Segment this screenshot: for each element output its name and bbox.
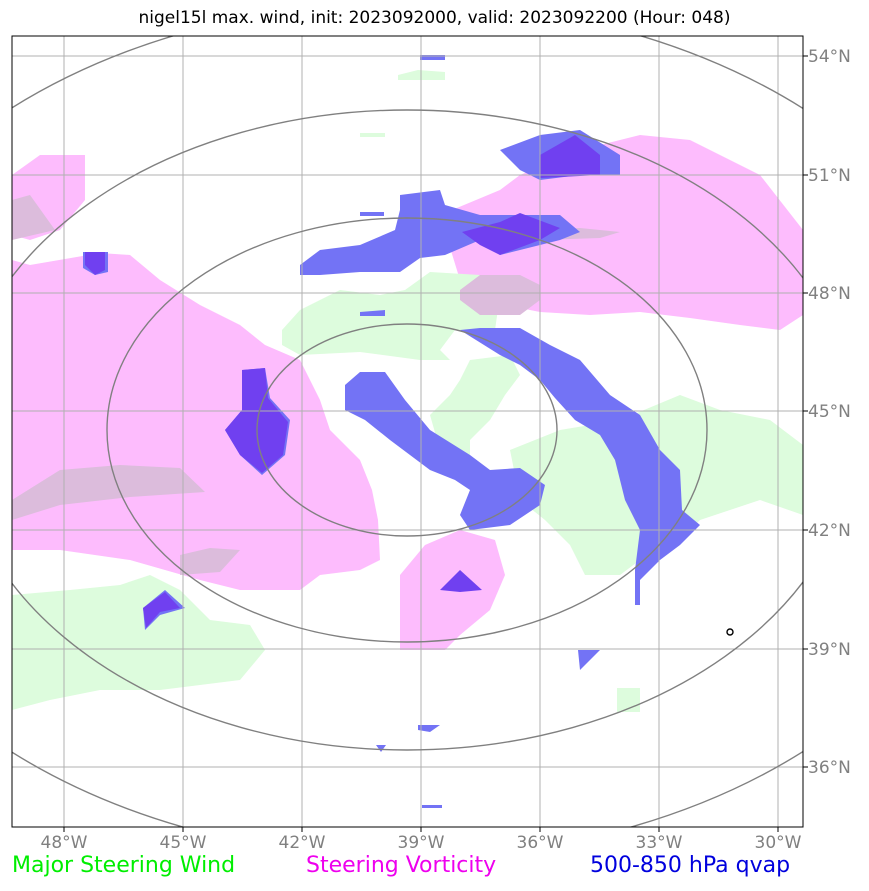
lon-label: 48°W — [41, 833, 88, 853]
qvap-dark-sw — [143, 592, 180, 628]
qvap-dark-west — [85, 252, 105, 275]
qvap-dark-south — [440, 570, 482, 592]
overlap-west-top — [12, 195, 55, 240]
legend-qvap: 500-850 hPa qvap — [590, 853, 791, 878]
lat-label: 36°N — [808, 758, 851, 778]
legend-wind: Major Steering Wind — [12, 853, 236, 878]
qvap-east-arc — [460, 328, 700, 605]
wind-center-east — [430, 355, 520, 460]
legend-vorticity: Steering Vorticity — [306, 853, 497, 878]
lat-labels: 54°N 51°N 48°N 45°N 42°N 39°N 36°N — [808, 47, 851, 778]
vorticity-west-main — [12, 253, 380, 590]
gridlines — [12, 36, 803, 827]
map-frame — [11, 35, 804, 828]
qvap-dark-layer — [85, 135, 600, 628]
qvap-south-speck-3 — [376, 745, 386, 752]
qvap-north-band — [300, 190, 580, 275]
qvap-dark-west-blob — [225, 368, 288, 473]
range-rings — [12, 36, 803, 827]
lat-label: 45°N — [808, 402, 851, 422]
range-ring-inner — [256, 323, 558, 537]
map-layers — [12, 36, 803, 827]
lon-label: 45°W — [160, 833, 207, 853]
wind-southwest — [12, 575, 265, 710]
lat-label: 51°N — [808, 166, 851, 186]
lon-label: 36°W — [517, 833, 564, 853]
wind-center-north — [282, 272, 500, 360]
qvap-dark-north — [462, 213, 560, 255]
wind-north-speck — [360, 133, 385, 137]
lon-label: 30°W — [755, 833, 802, 853]
lat-label: 54°N — [808, 47, 851, 67]
qvap-speck-5 — [360, 212, 384, 216]
qvap-south-speck-1 — [578, 650, 600, 670]
qvap-speck-6 — [360, 310, 385, 316]
lat-label: 48°N — [808, 284, 851, 304]
map-title: nigel15l max. wind, init: 2023092000, va… — [138, 8, 731, 28]
qvap-south-speck-4 — [422, 805, 442, 808]
lon-label: 39°W — [398, 833, 445, 853]
overlap-north-east — [460, 275, 540, 315]
overlap-west-band — [12, 465, 205, 520]
range-ring-middle — [106, 217, 708, 643]
lon-label: 42°W — [279, 833, 326, 853]
overlap-southwest — [180, 548, 240, 575]
axis-ticks — [63, 55, 808, 832]
storm-center-marker — [726, 628, 734, 636]
qvap-dark-northeast — [540, 135, 600, 178]
lon-label: 33°W — [636, 833, 683, 853]
lat-label: 39°N — [808, 640, 851, 660]
range-ring-outer — [12, 109, 803, 751]
qvap-south-speck-2 — [418, 725, 440, 732]
lat-label: 42°N — [808, 521, 851, 541]
lon-labels: 48°W 45°W 42°W 39°W 36°W 33°W 30°W — [41, 833, 802, 853]
